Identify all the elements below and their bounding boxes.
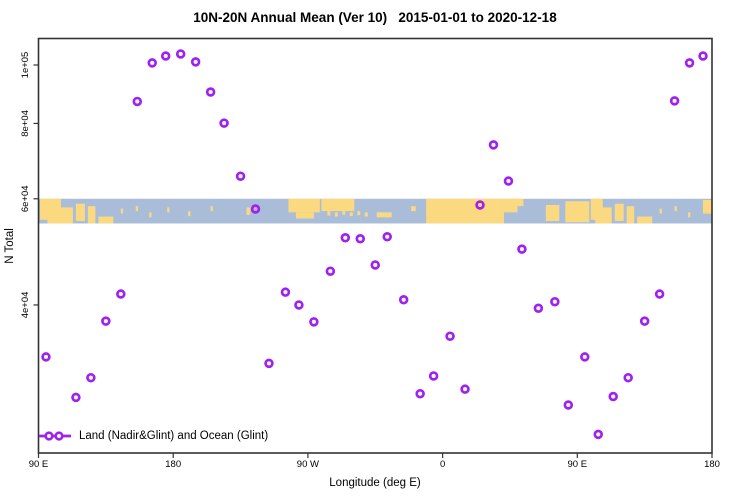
data-point [503, 176, 514, 186]
data-point [280, 287, 291, 297]
map-land-patch [426, 198, 504, 224]
y-tick-label: 1e+05 [20, 52, 31, 79]
data-point [294, 300, 304, 310]
map-land-patch [349, 212, 353, 217]
map-land-patch [167, 207, 170, 213]
data-point [398, 295, 409, 305]
legend-circle-icon [44, 431, 54, 441]
legend: Land (Nadir&Glint) and Ocean (Glint) [38, 429, 268, 443]
data-point [460, 384, 470, 394]
map-land-patch [565, 201, 590, 223]
data-point [340, 233, 351, 243]
map-land-patch [321, 198, 355, 212]
map-land-patch [626, 206, 635, 224]
data-point [132, 96, 143, 107]
data-point [654, 289, 665, 299]
map-land-patch [288, 198, 320, 213]
data-point [580, 352, 590, 362]
data-point [445, 331, 455, 341]
map-land-patch [295, 212, 314, 219]
y-tick-label: 6e+04 [20, 185, 31, 212]
x-tick-label: 90 E [568, 459, 588, 470]
data-point [669, 96, 680, 106]
data-point [325, 266, 336, 276]
data-point [219, 118, 229, 128]
map-land-patch [135, 206, 139, 212]
map-land-patch [411, 206, 416, 212]
data-point [623, 372, 633, 383]
data-point [175, 49, 186, 59]
data-point [264, 358, 274, 369]
map-land-patch [120, 208, 124, 214]
data-point [160, 51, 171, 61]
data-point [382, 232, 392, 242]
x-tick-label: 90 E [29, 459, 49, 470]
data-point [116, 289, 126, 299]
map-land-patch [364, 212, 368, 217]
map-land-patch [357, 211, 361, 216]
data-point [550, 296, 560, 307]
map-land-patch [149, 212, 152, 218]
data-point [639, 316, 650, 326]
data-point [415, 388, 425, 399]
data-point [428, 371, 439, 381]
map-land-patch [75, 203, 85, 222]
x-tick-label: 0 [440, 459, 445, 470]
data-point [475, 200, 485, 210]
plot-border [37, 37, 713, 454]
map-land-patch [246, 207, 251, 215]
data-point [355, 234, 366, 244]
x-tick-label: 180 [704, 459, 720, 470]
map-land-patch [614, 203, 624, 222]
data-point [488, 140, 499, 150]
data-point [235, 171, 246, 181]
data-point [593, 429, 604, 440]
map-land-patch [376, 212, 392, 218]
data-point [684, 58, 695, 68]
chart-title: 10N-20N Annual Mean (Ver 10) 2015-01-01 … [193, 10, 557, 25]
map-land-patch [98, 216, 114, 224]
legend-marker-icon [39, 431, 71, 441]
map-land-patch [688, 212, 691, 218]
data-point [533, 303, 544, 314]
map-land-patch [188, 211, 191, 217]
legend-label: Land (Nadir&Glint) and Ocean (Glint) [79, 430, 269, 442]
data-point [190, 57, 201, 67]
map-land-patch [87, 206, 96, 224]
map-land-patch [545, 204, 560, 222]
x-tick-label: 180 [165, 459, 181, 470]
x-tick-label: 90 W [297, 459, 319, 470]
data-point [517, 244, 527, 254]
map-land-patch [47, 207, 73, 224]
y-tick-label: 8e+04 [20, 110, 31, 137]
data-point [205, 87, 216, 97]
data-point [86, 372, 96, 383]
data-point [147, 58, 157, 68]
y-tick-label: 4e+04 [20, 292, 31, 319]
data-point [563, 400, 574, 410]
y-axis-label: N Total [4, 228, 16, 264]
map-land-patch [508, 198, 524, 207]
map-land-patch [637, 216, 653, 224]
map-land-patch [659, 208, 662, 214]
data-point [101, 316, 111, 326]
map-land-patch [595, 207, 612, 224]
data-point [370, 260, 381, 270]
data-point [41, 352, 51, 362]
data-point [71, 392, 81, 403]
map-land-patch [674, 206, 677, 212]
map-land-patch [210, 206, 213, 212]
x-axis-label: Longitude (deg E) [329, 477, 421, 489]
data-point [608, 391, 618, 402]
data-point [698, 51, 708, 61]
map-land-patch [327, 211, 331, 216]
legend-circle-icon [54, 431, 64, 441]
map-land-patch [342, 211, 346, 215]
map-land-patch [334, 212, 338, 217]
data-point [309, 317, 319, 327]
data-point [250, 204, 261, 214]
map-land-patch [703, 200, 712, 214]
